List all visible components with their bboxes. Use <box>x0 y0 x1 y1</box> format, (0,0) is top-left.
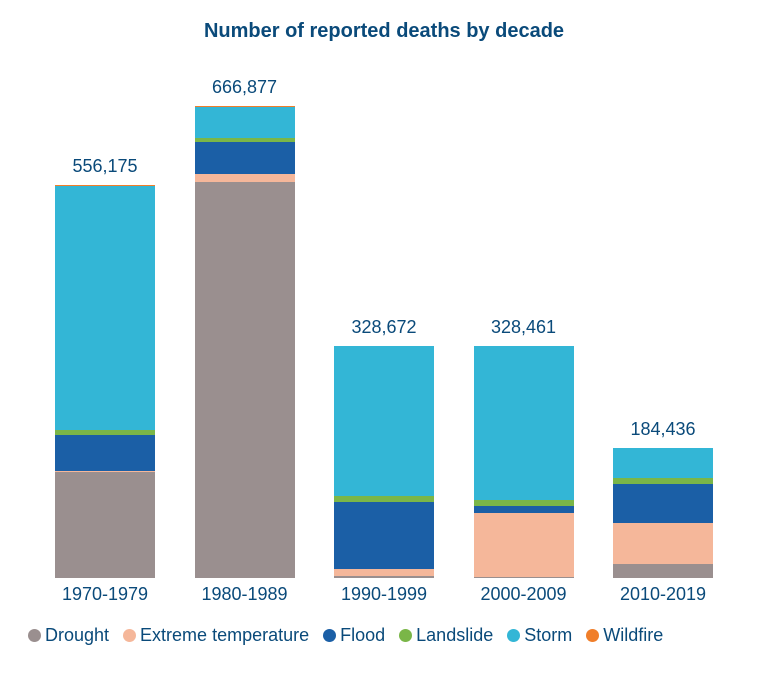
x-axis-label: 2010-2019 <box>598 584 728 605</box>
legend-item: Storm <box>507 625 572 646</box>
bar-segment <box>195 107 295 138</box>
bar-segment <box>474 577 574 578</box>
legend-swatch <box>323 629 336 642</box>
bar-segment <box>55 186 155 431</box>
stacked-bar <box>474 346 574 578</box>
legend-swatch <box>123 629 136 642</box>
x-axis-labels: 1970-1979 1980-1989 1990-1999 2000-2009 2010… <box>28 578 740 605</box>
bar-total-label: 328,461 <box>491 317 556 338</box>
x-axis-label: 1970-1979 <box>40 584 170 605</box>
legend-label: Drought <box>45 625 109 646</box>
bar-segment <box>613 564 713 578</box>
bar-segment <box>334 569 434 576</box>
stacked-bar <box>613 448 713 578</box>
bar-segment <box>474 513 574 577</box>
bar-segment <box>334 502 434 569</box>
legend-item: Wildfire <box>586 625 663 646</box>
bar-segment <box>474 506 574 513</box>
bar-segment <box>195 142 295 174</box>
bar-segment <box>613 448 713 478</box>
stacked-bar <box>195 106 295 578</box>
legend-item: Landslide <box>399 625 493 646</box>
plot-area: 556,175666,877328,672328,461184,436 <box>28 83 740 578</box>
x-axis-label: 1990-1999 <box>319 584 449 605</box>
bar-group: 184,436 <box>598 419 728 578</box>
bar-total-label: 328,672 <box>351 317 416 338</box>
bar-group: 328,461 <box>459 317 589 578</box>
bar-total-label: 184,436 <box>630 419 695 440</box>
legend-swatch <box>507 629 520 642</box>
legend-item: Extreme temperature <box>123 625 309 646</box>
legend-label: Landslide <box>416 625 493 646</box>
legend-label: Flood <box>340 625 385 646</box>
bar-total-label: 556,175 <box>72 156 137 177</box>
bar-segment <box>55 435 155 470</box>
bar-segment <box>334 576 434 578</box>
bar-group: 666,877 <box>180 77 310 578</box>
bar-segment <box>474 346 574 499</box>
bar-segment <box>55 472 155 578</box>
bar-segment <box>195 174 295 182</box>
legend-label: Wildfire <box>603 625 663 646</box>
bar-segment <box>334 346 434 496</box>
x-axis-label: 1980-1989 <box>180 584 310 605</box>
legend-item: Drought <box>28 625 109 646</box>
legend-label: Storm <box>524 625 572 646</box>
chart-title: Number of reported deaths by decade <box>28 20 740 43</box>
chart-container: Number of reported deaths by decade 556,… <box>0 0 768 678</box>
legend-label: Extreme temperature <box>140 625 309 646</box>
bar-group: 328,672 <box>319 317 449 578</box>
legend-item: Flood <box>323 625 385 646</box>
x-axis-label: 2000-2009 <box>459 584 589 605</box>
stacked-bar <box>55 185 155 578</box>
legend-swatch <box>399 629 412 642</box>
legend: Drought Extreme temperature Flood Landslide… <box>28 605 740 646</box>
legend-swatch <box>28 629 41 642</box>
bar-segment <box>613 523 713 564</box>
bar-segment <box>195 182 295 578</box>
legend-swatch <box>586 629 599 642</box>
stacked-bar <box>334 346 434 578</box>
bar-total-label: 666,877 <box>212 77 277 98</box>
bar-group: 556,175 <box>40 156 170 578</box>
bar-segment <box>613 484 713 523</box>
